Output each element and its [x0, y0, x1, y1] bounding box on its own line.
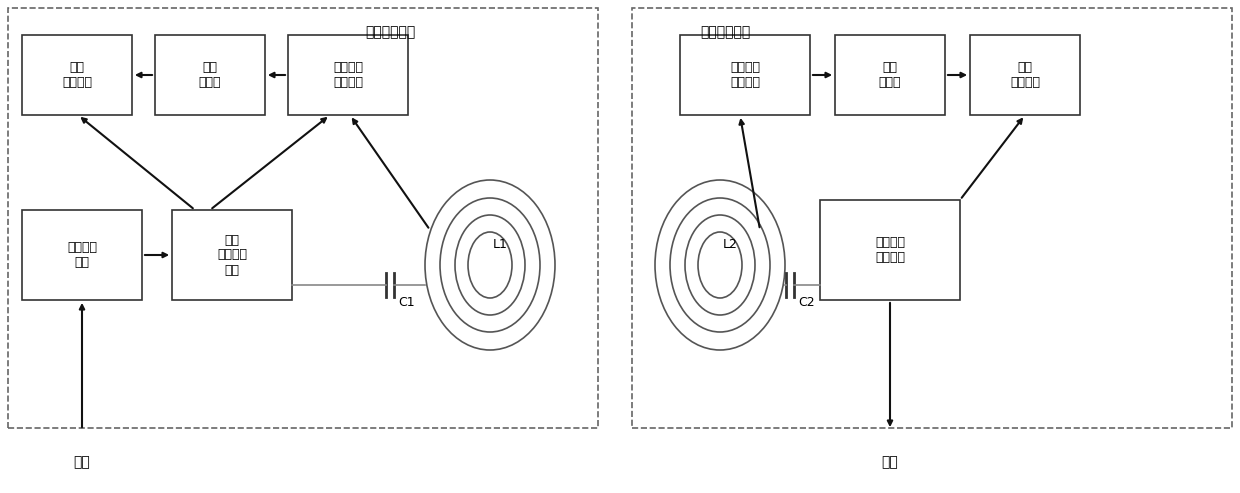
Text: L2: L2	[723, 239, 738, 251]
Bar	[820, 200, 960, 300]
Text: 副边
控制器: 副边 控制器	[879, 61, 901, 89]
Text: 原边
高频逆变
电路: 原边 高频逆变 电路	[217, 234, 247, 277]
Text: 副边频率
检测电路: 副边频率 检测电路	[730, 61, 760, 89]
Bar	[835, 35, 945, 115]
Text: 负载: 负载	[882, 455, 898, 469]
Bar	[22, 210, 143, 300]
Text: 原边
驱动电路: 原边 驱动电路	[62, 61, 92, 89]
Text: 副边
驱动电路: 副边 驱动电路	[1011, 61, 1040, 89]
Text: 电网: 电网	[73, 455, 91, 469]
Text: 整流滤波
电路: 整流滤波 电路	[67, 241, 97, 269]
Text: C1: C1	[398, 296, 414, 310]
Bar	[632, 8, 1233, 428]
Bar	[970, 35, 1080, 115]
Text: C2: C2	[799, 296, 815, 310]
Bar	[7, 8, 598, 428]
Bar	[680, 35, 810, 115]
Bar	[172, 210, 291, 300]
Text: 系统副边电路: 系统副边电路	[701, 25, 750, 39]
Text: 原边
控制器: 原边 控制器	[198, 61, 221, 89]
Bar	[155, 35, 265, 115]
Text: 系统原边电路: 系统原边电路	[365, 25, 415, 39]
Text: 副边可控
整流电路: 副边可控 整流电路	[875, 236, 905, 264]
Bar	[288, 35, 408, 115]
Text: 原边包络
检测电路: 原边包络 检测电路	[334, 61, 363, 89]
Text: L1: L1	[492, 239, 507, 251]
Bar	[22, 35, 131, 115]
